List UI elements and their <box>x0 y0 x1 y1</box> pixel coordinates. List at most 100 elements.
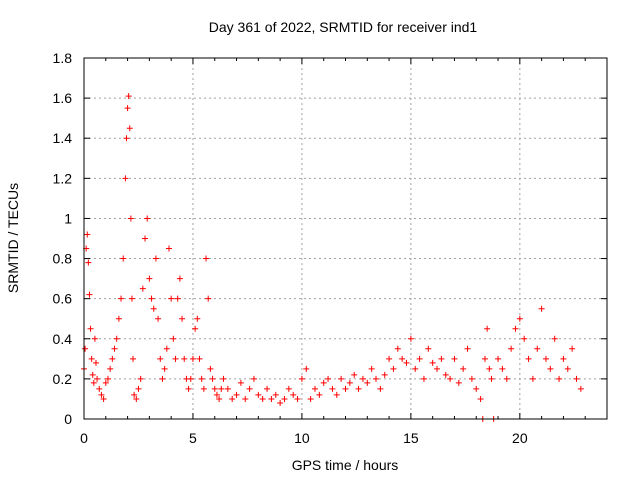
data-point <box>179 315 186 322</box>
data-point <box>338 375 345 382</box>
data-point <box>111 345 118 352</box>
data-point <box>203 255 210 262</box>
data-point <box>120 255 127 262</box>
y-tick-labels: 0 0.2 0.4 0.6 0.8 1 1.2 1.4 1.6 1.8 <box>53 50 73 427</box>
data-point <box>90 379 97 386</box>
data-point <box>390 365 397 372</box>
data-point <box>573 375 580 382</box>
data-point <box>503 375 510 382</box>
data-point <box>320 379 327 386</box>
data-point <box>128 295 135 302</box>
data-point <box>100 395 107 402</box>
data-point <box>250 375 257 382</box>
data-point <box>542 355 549 362</box>
data-point <box>464 345 471 352</box>
data-point <box>109 355 116 362</box>
data-point <box>477 395 484 402</box>
data-point <box>486 365 493 372</box>
data-point <box>434 365 441 372</box>
data-point <box>185 385 192 392</box>
data-point <box>98 391 105 398</box>
data-point <box>451 355 458 362</box>
data-point <box>220 375 227 382</box>
data-point <box>87 325 94 332</box>
ticks <box>83 57 607 420</box>
data-point <box>198 375 205 382</box>
data-point <box>118 295 125 302</box>
data-point <box>569 345 576 352</box>
data-point <box>488 375 495 382</box>
data-point <box>521 335 528 342</box>
data-point <box>307 395 314 402</box>
data-point <box>281 395 288 402</box>
data-point <box>272 391 279 398</box>
data-point <box>170 335 177 342</box>
data-point <box>277 399 284 406</box>
data-point <box>157 355 164 362</box>
data-point <box>364 379 371 386</box>
data-point <box>399 355 406 362</box>
data-point <box>123 135 130 142</box>
data-point <box>161 365 168 372</box>
x-tick-label: 0 <box>80 430 88 446</box>
data-point <box>386 355 393 362</box>
data-point <box>460 365 467 372</box>
data-point <box>512 325 519 332</box>
data-point <box>86 291 93 298</box>
data-point <box>351 371 358 378</box>
grid <box>84 58 607 419</box>
data-point <box>224 385 231 392</box>
data-point <box>577 385 584 392</box>
data-point <box>172 355 179 362</box>
chart-title: Day 361 of 2022, SRMTID for receiver ind… <box>209 19 478 35</box>
data-point <box>255 391 262 398</box>
data-point <box>187 375 194 382</box>
data-point <box>207 365 214 372</box>
data-point <box>394 345 401 352</box>
data-point <box>412 365 419 372</box>
data-point <box>88 355 95 362</box>
data-point <box>176 275 183 282</box>
data-point <box>139 285 146 292</box>
data-point <box>168 295 175 302</box>
data-point <box>163 345 170 352</box>
data-point <box>316 391 323 398</box>
data-point <box>373 375 380 382</box>
data-point <box>329 385 336 392</box>
plot-frame <box>83 57 608 420</box>
data-point <box>124 105 131 112</box>
data-point <box>468 375 475 382</box>
data-points <box>81 93 584 422</box>
y-tick-label: 0.2 <box>53 371 73 387</box>
data-point <box>556 375 563 382</box>
data-point <box>85 259 92 266</box>
data-point <box>115 315 122 322</box>
data-point <box>333 391 340 398</box>
y-tick-label: 1 <box>64 210 72 226</box>
x-tick-label: 15 <box>403 430 419 446</box>
data-point <box>137 375 144 382</box>
data-point <box>516 315 523 322</box>
data-point <box>131 391 138 398</box>
data-point <box>144 215 151 222</box>
data-point <box>495 355 502 362</box>
data-point <box>192 325 199 332</box>
data-point <box>102 379 109 386</box>
data-point <box>420 375 427 382</box>
data-point <box>125 93 132 100</box>
y-tick-label: 0.8 <box>53 251 73 267</box>
data-point <box>246 385 253 392</box>
y-tick-label: 1.2 <box>53 170 73 186</box>
data-point <box>325 375 332 382</box>
data-point <box>425 345 432 352</box>
data-point <box>551 335 558 342</box>
data-point <box>242 395 249 402</box>
data-point <box>237 379 244 386</box>
data-point <box>233 391 240 398</box>
data-point <box>122 175 129 182</box>
data-point <box>268 395 275 402</box>
data-point <box>290 391 297 398</box>
data-point <box>560 355 567 362</box>
data-point <box>82 345 89 352</box>
data-point <box>104 375 111 382</box>
